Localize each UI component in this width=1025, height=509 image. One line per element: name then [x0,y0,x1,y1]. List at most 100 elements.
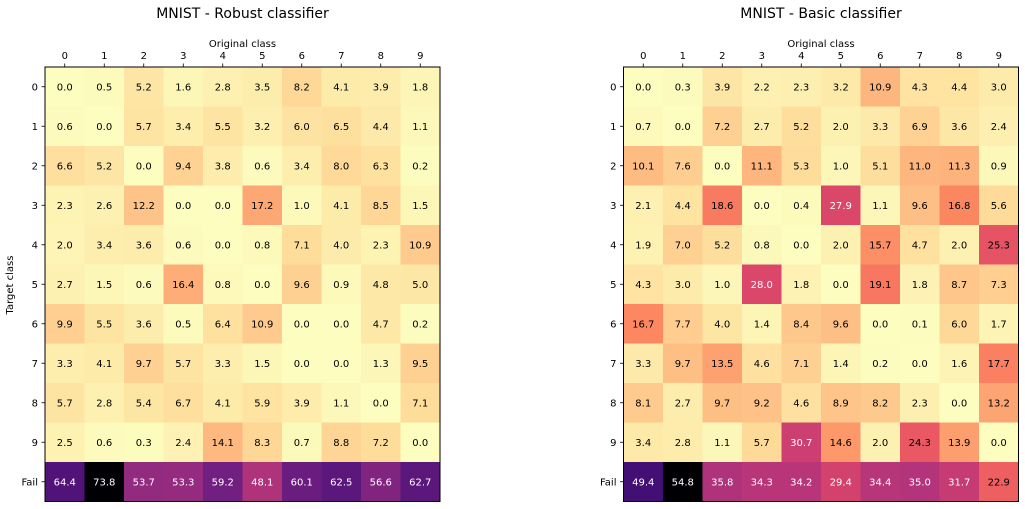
cell-value-label: 11.1 [751,161,773,172]
cell-value-label: 6.0 [294,122,310,133]
heatmap-cell [781,106,822,147]
cell-value-label: 2.4 [991,122,1007,133]
cell-value-label: 0.0 [833,280,849,291]
cell-value-label: 8.0 [333,161,349,172]
heatmap-cell [361,146,401,186]
cell-value-label: 34.3 [751,477,773,488]
cell-value-label: 3.4 [96,240,112,251]
heatmap-cell [781,264,822,305]
heatmap-cell [623,185,664,226]
cell-value-label: 2.0 [951,240,967,251]
x-tick-label: 8 [378,51,384,62]
cell-value-label: 5.5 [215,122,231,133]
cell-value-label: 10.9 [251,319,273,330]
cell-value-label: 4.1 [333,201,349,212]
cell-value-label: 3.4 [294,161,310,172]
heatmap-cell [321,383,362,423]
heatmap-cell [742,383,782,423]
heatmap-cell [623,264,664,305]
heatmap-cell [45,422,85,463]
heatmap-cell [321,304,362,344]
heatmap-cell [242,264,283,305]
cell-value-label: 4.4 [951,82,967,93]
cell-value-label: 8.2 [294,82,310,93]
cell-value-label: 5.9 [254,398,270,409]
cell-value-label: 2.3 [912,398,928,409]
heatmap-cell [242,343,283,384]
heatmap-cell [124,106,164,147]
heatmap-cell [860,304,901,344]
heatmap-cell [400,106,441,147]
heatmap-cell [242,383,283,423]
cell-value-label: 16.8 [948,201,970,212]
heatmap-cell [361,264,401,305]
heatmap-cell [84,225,125,265]
cell-value-label: 1.4 [754,319,770,330]
heatmap-cell [702,106,743,147]
heatmap-plot: 0.0 0.5 5.2 1.6 2.8 3.5 8.2 4.1 3.9 1.8 0.6 0.0 5.7 3… [21,51,441,502]
cell-value-label: 9.2 [754,398,770,409]
y-tick-label: 8 [610,398,616,409]
cell-value-label: 6.0 [951,319,967,330]
heatmap-cell [860,264,901,305]
chart-robust: MNIST - Robust classifier Original class… [5,6,441,502]
cell-value-label: 0.4 [793,201,809,212]
x-tick-label: 3 [759,51,765,62]
cell-value-label: 1.7 [991,319,1007,330]
cell-value-label: 3.0 [991,82,1007,93]
cell-value-label: 64.4 [54,477,76,488]
heatmap-cell [821,146,861,186]
heatmap-cell [860,146,901,186]
heatmap-cell [163,383,204,423]
heatmap-cell [203,462,243,502]
heatmap-cell [742,146,782,186]
heatmap-cell [623,304,664,344]
cell-value-label: 4.7 [912,240,928,251]
cell-value-label: 5.2 [136,82,152,93]
cell-value-label: 12.2 [133,201,155,212]
heatmap-cell [623,106,664,147]
cell-value-label: 7.1 [294,240,310,251]
heatmap-cell [400,304,441,344]
y-tick-label: 9 [610,438,616,449]
cell-value-label: 7.2 [714,122,730,133]
cell-value-label: 0.0 [333,319,349,330]
cell-value-label: 1.1 [714,438,730,449]
cell-value-label: 0.0 [793,240,809,251]
cell-value-label: 25.3 [988,240,1010,251]
y-tick-label: Fail [600,477,617,488]
x-tick-label: 4 [798,51,804,62]
x-tick-label: 6 [299,51,305,62]
heatmap-cell [939,422,980,463]
heatmap-cell [860,343,901,384]
heatmap-cell [400,185,441,226]
cell-value-label: 9.7 [714,398,730,409]
cell-value-label: 4.6 [793,398,809,409]
heatmap-cell [939,146,980,186]
cell-value-label: 9.9 [57,319,73,330]
cell-value-label: 0.6 [254,161,270,172]
heatmap-cell [45,185,85,226]
cell-value-label: 3.8 [215,161,231,172]
x-tick-label: 3 [180,51,186,62]
cell-value-label: 4.0 [333,240,349,251]
cell-value-label: 1.0 [714,280,730,291]
heatmap-cell [163,185,204,226]
heatmap-cell [821,462,861,502]
cell-value-label: 1.5 [96,280,112,291]
heatmap-cell [623,146,664,186]
cell-value-label: 8.8 [333,438,349,449]
cell-value-label: 5.7 [175,359,191,370]
heatmap-cell [623,343,664,384]
cell-value-label: 0.0 [215,201,231,212]
cell-value-label: 2.0 [57,240,73,251]
cell-value-label: 0.7 [635,122,651,133]
heatmap-cell [742,304,782,344]
heatmap-cell [45,225,85,265]
heatmap-cell [702,304,743,344]
heatmap-cell [939,264,980,305]
heatmap-cell [821,185,861,226]
cell-value-label: 2.1 [635,201,651,212]
chart-title: MNIST - Robust classifier [156,6,329,22]
cell-value-label: 5.7 [57,398,73,409]
